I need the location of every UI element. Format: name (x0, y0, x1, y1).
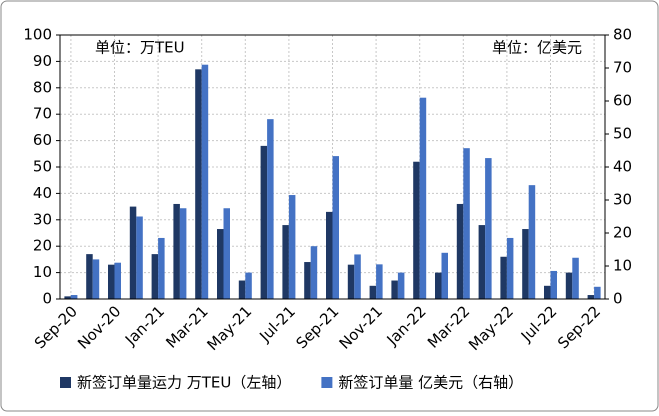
bar (223, 208, 230, 299)
bar (108, 264, 115, 299)
bar (550, 270, 557, 299)
y-tick-label: 0 (42, 290, 52, 308)
y-tick-label: 100 (23, 26, 52, 44)
y-tick-label: 90 (33, 52, 52, 70)
bar (572, 257, 579, 299)
bar (136, 216, 143, 299)
bar (565, 272, 573, 299)
plot-border (59, 34, 606, 300)
bar (463, 148, 470, 299)
bar (86, 254, 93, 299)
y2-tick-label: 10 (613, 257, 632, 275)
y-tick-label: 50 (33, 158, 52, 176)
bar (195, 69, 202, 299)
bar (282, 225, 289, 299)
bar (544, 285, 551, 299)
bar (326, 211, 333, 299)
bar (528, 185, 536, 299)
y2-tick-label: 20 (613, 224, 632, 242)
annotation: 单位：万TEU (95, 39, 185, 57)
legend-swatch (60, 377, 71, 388)
bar (288, 195, 296, 299)
bar (260, 145, 268, 299)
bar (92, 259, 100, 299)
bar (435, 272, 442, 299)
bar (217, 229, 224, 299)
bar (267, 119, 274, 300)
bar (413, 161, 420, 299)
bar (397, 272, 405, 299)
y-tick-label: 30 (33, 210, 52, 228)
y-tick-label: 10 (33, 263, 52, 281)
bar (173, 203, 180, 299)
y-tick-label: 80 (33, 78, 52, 96)
legend-label: 新签订单量 亿美元（右轴） (338, 374, 523, 392)
y-tick-label: 70 (33, 105, 52, 123)
bar (114, 262, 121, 299)
bar (391, 280, 398, 299)
bar (478, 225, 486, 299)
bar (441, 252, 448, 299)
bar (500, 256, 507, 299)
bar (369, 285, 377, 299)
bar (347, 264, 355, 299)
bar (587, 295, 595, 299)
bar (201, 64, 209, 299)
bar (151, 254, 159, 299)
y-tick-label: 20 (33, 237, 52, 255)
bar (245, 272, 252, 299)
y-tick-label: 40 (33, 184, 52, 202)
bar (522, 229, 529, 299)
bar (129, 206, 137, 299)
y2-tick-label: 40 (613, 158, 632, 176)
y2-tick-label: 0 (613, 290, 623, 308)
bar (506, 237, 514, 299)
bar (376, 264, 383, 299)
legend-label: 新签订单量运力 万TEU（左轴） (77, 374, 291, 392)
bar (64, 296, 71, 299)
y2-tick-label: 50 (613, 125, 632, 143)
bar (419, 97, 427, 299)
bar (158, 237, 165, 299)
bar (70, 295, 78, 299)
bar (456, 203, 464, 299)
y2-tick-label: 60 (613, 92, 632, 110)
y2-tick-label: 70 (613, 59, 632, 77)
y-tick-label: 60 (33, 131, 52, 149)
legend-swatch (321, 377, 333, 388)
bar (594, 286, 601, 299)
bar (179, 208, 187, 299)
bar (332, 156, 339, 299)
bar (310, 246, 318, 299)
y2-tick-label: 30 (613, 191, 632, 209)
bar (304, 262, 311, 299)
bar (354, 254, 361, 299)
annotation: 单位：亿美元 (492, 39, 582, 57)
bar (238, 280, 246, 299)
y2-tick-label: 80 (613, 26, 632, 44)
bar (485, 158, 492, 299)
